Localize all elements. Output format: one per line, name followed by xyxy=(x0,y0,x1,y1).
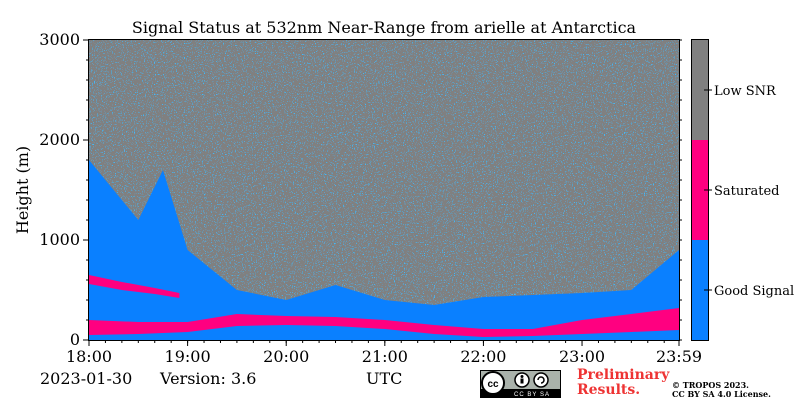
colorbar-segment xyxy=(692,40,708,140)
cc-license-badge[interactable]: cc CC BY SA xyxy=(480,370,561,398)
preliminary-line1: Preliminary xyxy=(577,367,670,383)
version-label: Version: 3.6 xyxy=(160,369,257,388)
copyright-line2: CC BY SA 4.0 License. xyxy=(672,389,771,399)
y-tick-label: 3000 xyxy=(39,30,80,49)
plot-area xyxy=(88,39,680,341)
colorbar-label: Low SNR xyxy=(714,84,777,99)
colorbar-label: Good Signal xyxy=(714,284,794,299)
y-tick-label: 2000 xyxy=(39,130,80,149)
x-tick-label: 21:00 xyxy=(362,347,408,366)
copyright-line1: © TROPOS 2023. xyxy=(672,380,749,390)
y-axis-label: Height (m) xyxy=(13,146,32,234)
x-tick-label: 23:00 xyxy=(559,347,605,366)
x-tick-label: 19:00 xyxy=(165,347,211,366)
y-axis: 0 1000 2000 3000 xyxy=(39,30,682,349)
x-axis: 18:00 19:00 20:00 21:00 22:00 23:00 23:59 xyxy=(66,340,702,366)
colorbar-label: Saturated xyxy=(714,184,779,199)
colorbar-segment xyxy=(692,140,708,240)
colorbar-frame xyxy=(691,39,709,341)
plot-frame xyxy=(88,39,680,341)
sharealike-icon xyxy=(533,372,549,388)
x-tick-label: 23:59 xyxy=(656,347,702,366)
preliminary-notice: Preliminary Results. xyxy=(577,368,669,398)
colorbar-segment xyxy=(692,240,708,340)
copyright-notice: © TROPOS 2023. CC BY SA 4.0 License. xyxy=(672,381,771,399)
x-axis-label: UTC xyxy=(366,369,403,388)
preliminary-line2: Results. xyxy=(577,382,641,398)
cc-logo-icon xyxy=(481,371,505,395)
saturated-layer-upper xyxy=(89,275,180,298)
saturated-layer-lower xyxy=(89,308,679,337)
y-tick-label: 0 xyxy=(70,330,80,349)
x-tick-label: 22:00 xyxy=(460,347,506,366)
date-label: 2023-01-30 xyxy=(40,369,133,388)
x-tick-label: 18:00 xyxy=(66,347,112,366)
chart-title: Signal Status at 532nm Near-Range from a… xyxy=(132,18,637,37)
x-tick-label: 20:00 xyxy=(263,347,309,366)
svg-text:cc: cc xyxy=(487,379,499,390)
good-signal-region xyxy=(89,160,679,340)
colorbar: Good Signal Saturated Low SNR xyxy=(691,39,794,341)
y-tick-label: 1000 xyxy=(39,230,80,249)
license-badge-text: CC BY SA xyxy=(514,392,550,398)
